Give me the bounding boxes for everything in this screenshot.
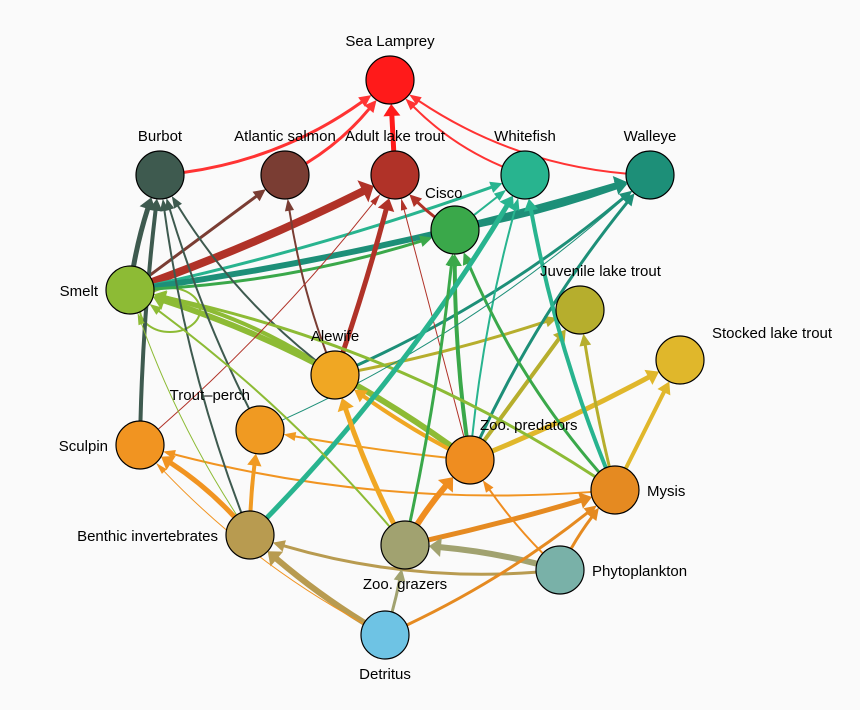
- node-smelt: [106, 266, 154, 314]
- node-cisco: [431, 206, 479, 254]
- node-label-sea_lamprey: Sea Lamprey: [345, 33, 435, 50]
- node-label-alewife: Alewife: [311, 328, 359, 345]
- node-label-phytoplankton: Phytoplankton: [592, 563, 687, 580]
- node-label-cisco: Cisco: [425, 185, 463, 202]
- node-label-benthic_inv: Benthic invertebrates: [77, 528, 218, 545]
- node-walleye: [626, 151, 674, 199]
- node-whitefish: [501, 151, 549, 199]
- node-burbot: [136, 151, 184, 199]
- node-sea_lamprey: [366, 56, 414, 104]
- node-alewife: [311, 351, 359, 399]
- node-label-trout_perch: Trout–perch: [170, 387, 250, 404]
- node-label-atlantic_salmon: Atlantic salmon: [234, 128, 336, 145]
- node-label-detritus: Detritus: [359, 666, 411, 683]
- node-stocked_lt: [656, 336, 704, 384]
- foodweb-network: Sea Lamprey Burbot Atlantic salmon Adult la…: [0, 0, 860, 710]
- node-juvenile_lt: [556, 286, 604, 334]
- node-label-whitefish: Whitefish: [494, 128, 556, 145]
- node-label-adult_lake_trout: Adult lake trout: [345, 128, 446, 145]
- node-label-zoo_grazers: Zoo. grazers: [363, 576, 447, 593]
- node-mysis: [591, 466, 639, 514]
- node-trout_perch: [236, 406, 284, 454]
- node-detritus: [361, 611, 409, 659]
- node-benthic_inv: [226, 511, 274, 559]
- node-label-burbot: Burbot: [138, 128, 183, 145]
- node-label-juvenile_lt: Juvenile lake trout: [540, 263, 662, 280]
- node-phytoplankton: [536, 546, 584, 594]
- node-label-smelt: Smelt: [60, 283, 99, 300]
- node-zoo_predators: [446, 436, 494, 484]
- node-label-walleye: Walleye: [624, 128, 677, 145]
- node-label-zoo_predators: Zoo. predators: [480, 417, 578, 434]
- node-label-sculpin: Sculpin: [59, 438, 108, 455]
- node-zoo_grazers: [381, 521, 429, 569]
- node-label-mysis: Mysis: [647, 483, 685, 500]
- node-sculpin: [116, 421, 164, 469]
- node-adult_lake_trout: [371, 151, 419, 199]
- node-atlantic_salmon: [261, 151, 309, 199]
- node-label-stocked_lt: Stocked lake trout: [712, 325, 833, 342]
